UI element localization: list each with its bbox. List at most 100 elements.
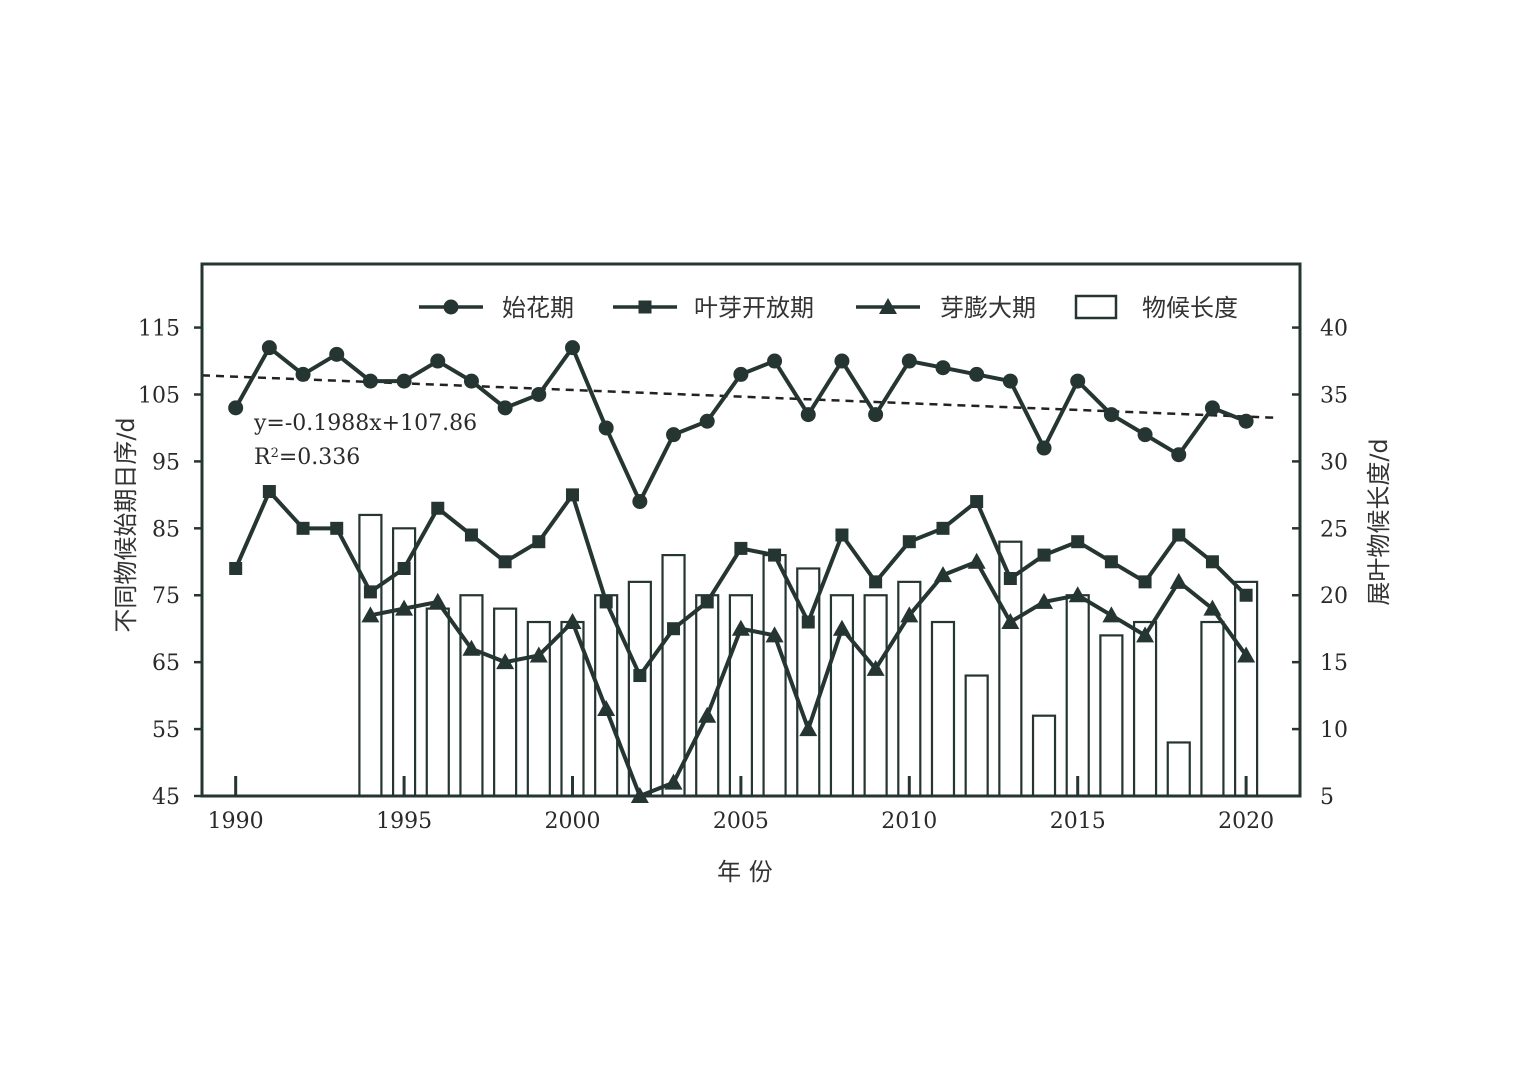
circle-marker xyxy=(935,360,951,376)
circle-marker xyxy=(531,386,547,402)
square-marker xyxy=(330,521,344,535)
x-tick-label: 2015 xyxy=(1050,809,1106,834)
square-marker xyxy=(1239,588,1253,602)
circle-marker xyxy=(901,353,917,369)
square-marker xyxy=(1037,548,1051,562)
circle-marker xyxy=(868,407,884,423)
y-left-tick-label: 65 xyxy=(152,651,180,676)
plot-frame xyxy=(200,262,1302,798)
square-marker xyxy=(599,595,613,609)
circle-marker xyxy=(362,373,378,389)
legend-swatch-bar xyxy=(1074,294,1118,320)
circle-marker xyxy=(295,366,311,382)
circle-marker xyxy=(261,340,277,356)
triangle-marker xyxy=(462,639,481,656)
y-left-tick-label: 55 xyxy=(152,718,180,743)
legend-label: 始花期 xyxy=(502,294,574,322)
bar xyxy=(863,594,888,798)
triangle-marker xyxy=(879,298,897,314)
bar xyxy=(964,674,989,798)
triangle-marker xyxy=(1001,613,1020,630)
y-left-tick-label: 75 xyxy=(152,584,180,609)
x-tick-label: 1990 xyxy=(208,809,264,834)
square-marker xyxy=(464,528,478,542)
bar xyxy=(358,513,383,798)
square-marker xyxy=(431,501,445,515)
square-marker xyxy=(498,555,512,569)
circle-marker xyxy=(1036,440,1052,456)
bar xyxy=(930,620,956,798)
bar xyxy=(1065,594,1090,798)
circle-marker xyxy=(329,346,345,362)
x-tick-label: 2000 xyxy=(544,809,600,834)
trend-r2: R2=0.336 xyxy=(254,445,360,470)
y-right-tick-label: 15 xyxy=(1320,651,1348,676)
square-marker xyxy=(700,595,714,609)
circle-marker xyxy=(969,366,985,382)
y-right-tick-label: 25 xyxy=(1320,517,1348,542)
x-tick-label: 2010 xyxy=(881,809,937,834)
triangle-marker xyxy=(1136,626,1155,643)
square-marker xyxy=(565,488,579,502)
triangle-marker xyxy=(563,613,582,630)
y-left-tick-label: 105 xyxy=(138,383,180,408)
square-marker xyxy=(262,485,276,499)
square-marker xyxy=(1104,555,1118,569)
y-left-tick-label: 85 xyxy=(152,517,180,542)
bar xyxy=(594,594,619,798)
square-marker xyxy=(869,575,883,589)
circle-marker xyxy=(443,299,459,315)
bar xyxy=(1099,634,1124,798)
circle-marker xyxy=(430,353,446,369)
square-marker xyxy=(970,495,984,509)
triangle-marker xyxy=(597,700,616,717)
y-left-tick-label: 115 xyxy=(138,317,180,342)
square-marker xyxy=(936,521,950,535)
legend-label: 叶芽开放期 xyxy=(694,294,814,322)
circle-marker xyxy=(699,413,715,429)
triangle-marker xyxy=(496,653,515,670)
circle-marker xyxy=(1002,373,1018,389)
triangle-marker xyxy=(765,626,784,643)
triangle-marker xyxy=(1169,572,1188,589)
square-marker xyxy=(229,561,243,575)
square-marker xyxy=(734,541,748,555)
triangle-marker xyxy=(1203,599,1222,616)
square-marker xyxy=(397,561,411,575)
x-axis-title: 年 份 xyxy=(717,858,773,886)
bar xyxy=(493,607,518,798)
y-axis-left-title: 不同物候始期日序/d xyxy=(112,417,140,632)
triangle-marker xyxy=(832,619,851,636)
triangle-marker xyxy=(799,720,818,737)
trend-r2-superscript: 2 xyxy=(271,446,279,461)
circle-marker xyxy=(1171,447,1187,463)
circle-marker xyxy=(666,427,682,443)
square-marker xyxy=(801,615,815,629)
bar xyxy=(560,620,585,798)
trend-r2-value: =0.336 xyxy=(279,445,360,470)
trendline-layer xyxy=(201,374,1277,420)
bar xyxy=(627,580,652,798)
triangle-marker xyxy=(1068,586,1087,603)
circle-marker xyxy=(598,420,614,436)
square-marker xyxy=(667,622,681,636)
y-right-tick-label: 40 xyxy=(1320,317,1348,342)
bar xyxy=(762,553,787,798)
trendline xyxy=(201,374,1277,420)
triangle-marker xyxy=(967,552,986,569)
legend-label: 芽膨大期 xyxy=(940,294,1036,322)
circle-marker xyxy=(733,366,749,382)
square-marker xyxy=(902,535,916,549)
y-left-tick-label: 95 xyxy=(152,450,180,475)
square-marker xyxy=(296,521,310,535)
bar xyxy=(1031,714,1057,798)
circle-marker xyxy=(767,353,783,369)
y-right-tick-label: 35 xyxy=(1320,383,1348,408)
circle-marker xyxy=(800,407,816,423)
y-right-tick-label: 5 xyxy=(1320,785,1334,810)
triangle-marker xyxy=(395,599,414,616)
square-marker xyxy=(835,528,849,542)
circle-marker xyxy=(1070,373,1086,389)
x-tick-label: 2020 xyxy=(1218,809,1274,834)
